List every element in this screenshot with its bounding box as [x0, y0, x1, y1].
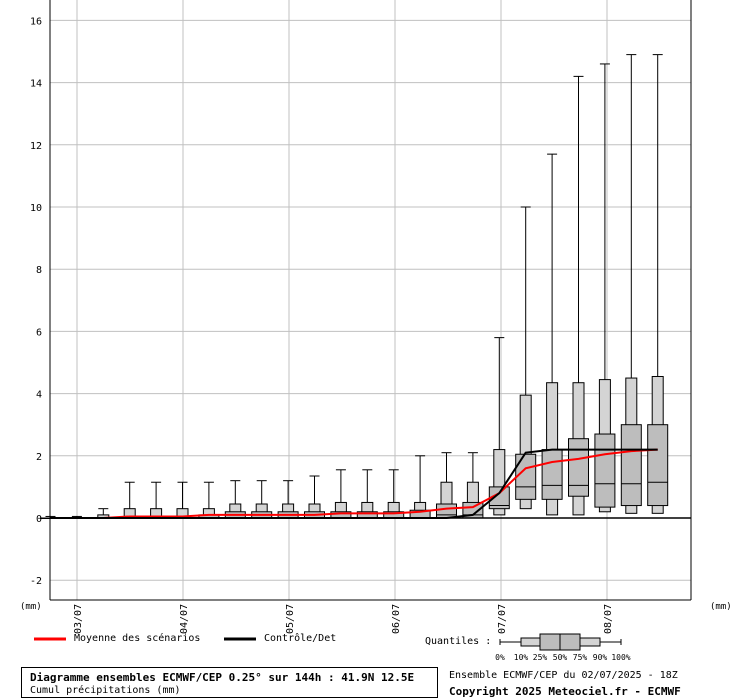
y-tick-label: 14	[30, 79, 42, 90]
y-tick-label: 16	[30, 16, 42, 27]
box-step	[620, 54, 642, 514]
quantile-tick-label: 90%	[593, 653, 608, 662]
box-step	[594, 63, 616, 513]
x-tick-label: 03/07	[73, 604, 84, 634]
box-p25-p75	[594, 433, 616, 508]
quantile-tick-label: 25%	[533, 653, 548, 662]
chart-axes	[49, 0, 692, 601]
quantile-tick-label: 100%	[611, 653, 630, 662]
y-tick-label: 6	[36, 327, 42, 338]
y-tick-label: 0	[36, 514, 42, 525]
x-tick-labels: 03/07 04/07 05/07 06/07 07/07 08/07	[73, 604, 614, 634]
legend-quantiles-label: Quantiles :	[425, 636, 492, 647]
y-tick-label: 4	[36, 390, 42, 401]
y-unit-right: (mm)	[710, 602, 732, 612]
box-step	[462, 452, 484, 519]
x-tick-label: 06/07	[391, 604, 402, 634]
legend-mean-label: Moyenne des scénarios	[74, 633, 201, 644]
y-tick-labels: -2 0 2 4 6 8 10 12 14 16	[30, 16, 42, 587]
x-tick-label: 04/07	[179, 604, 190, 634]
x-tick-label: 05/07	[285, 604, 296, 634]
y-unit-left: (mm)	[20, 602, 42, 612]
box-p25-p75	[568, 438, 589, 497]
chart-grid	[50, 0, 691, 600]
y-tick-label: -2	[30, 576, 42, 587]
y-tick-label: 2	[36, 452, 42, 463]
legend-control-label: Contrôle/Det	[264, 633, 337, 644]
chart-title: Diagramme ensembles ECMWF/CEP 0.25° sur …	[30, 671, 415, 684]
quantile-tick-label: 75%	[573, 653, 588, 662]
y-tick-label: 12	[30, 141, 42, 152]
box-p25-p75	[541, 449, 563, 500]
y-tick-label: 10	[30, 203, 42, 214]
x-tick-label: 08/07	[603, 604, 614, 634]
quantile-tick-label: 0%	[495, 653, 505, 662]
x-tick-label: 07/07	[497, 604, 508, 634]
legend-graphics: 0% 10% 25% 50% 75% 90% 100%	[34, 633, 631, 662]
ensemble-run-label: Ensemble ECMWF/CEP du 02/07/2025 - 18Z	[449, 670, 678, 681]
quantile-legend-sample: 0% 10% 25% 50% 75% 90% 100%	[495, 633, 631, 662]
quantile-tick-label: 50%	[553, 653, 568, 662]
box-p10-p90	[493, 449, 506, 516]
box-p25-p75	[647, 424, 669, 507]
box-p25-p75	[620, 424, 642, 507]
chart-subtitle: Cumul précipitations (mm)	[30, 685, 181, 696]
mean-series-line	[50, 448, 658, 519]
chart-info-box: Diagramme ensembles ECMWF/CEP 0.25° sur …	[21, 667, 438, 698]
box-step	[647, 54, 669, 514]
box-p25-p75	[436, 503, 457, 519]
box-p25-p75	[515, 453, 537, 500]
y-tick-label: 8	[36, 265, 42, 276]
quantile-tick-label: 10%	[514, 653, 529, 662]
copyright-label: Copyright 2025 Meteociel.fr - ECMWF	[449, 685, 681, 698]
